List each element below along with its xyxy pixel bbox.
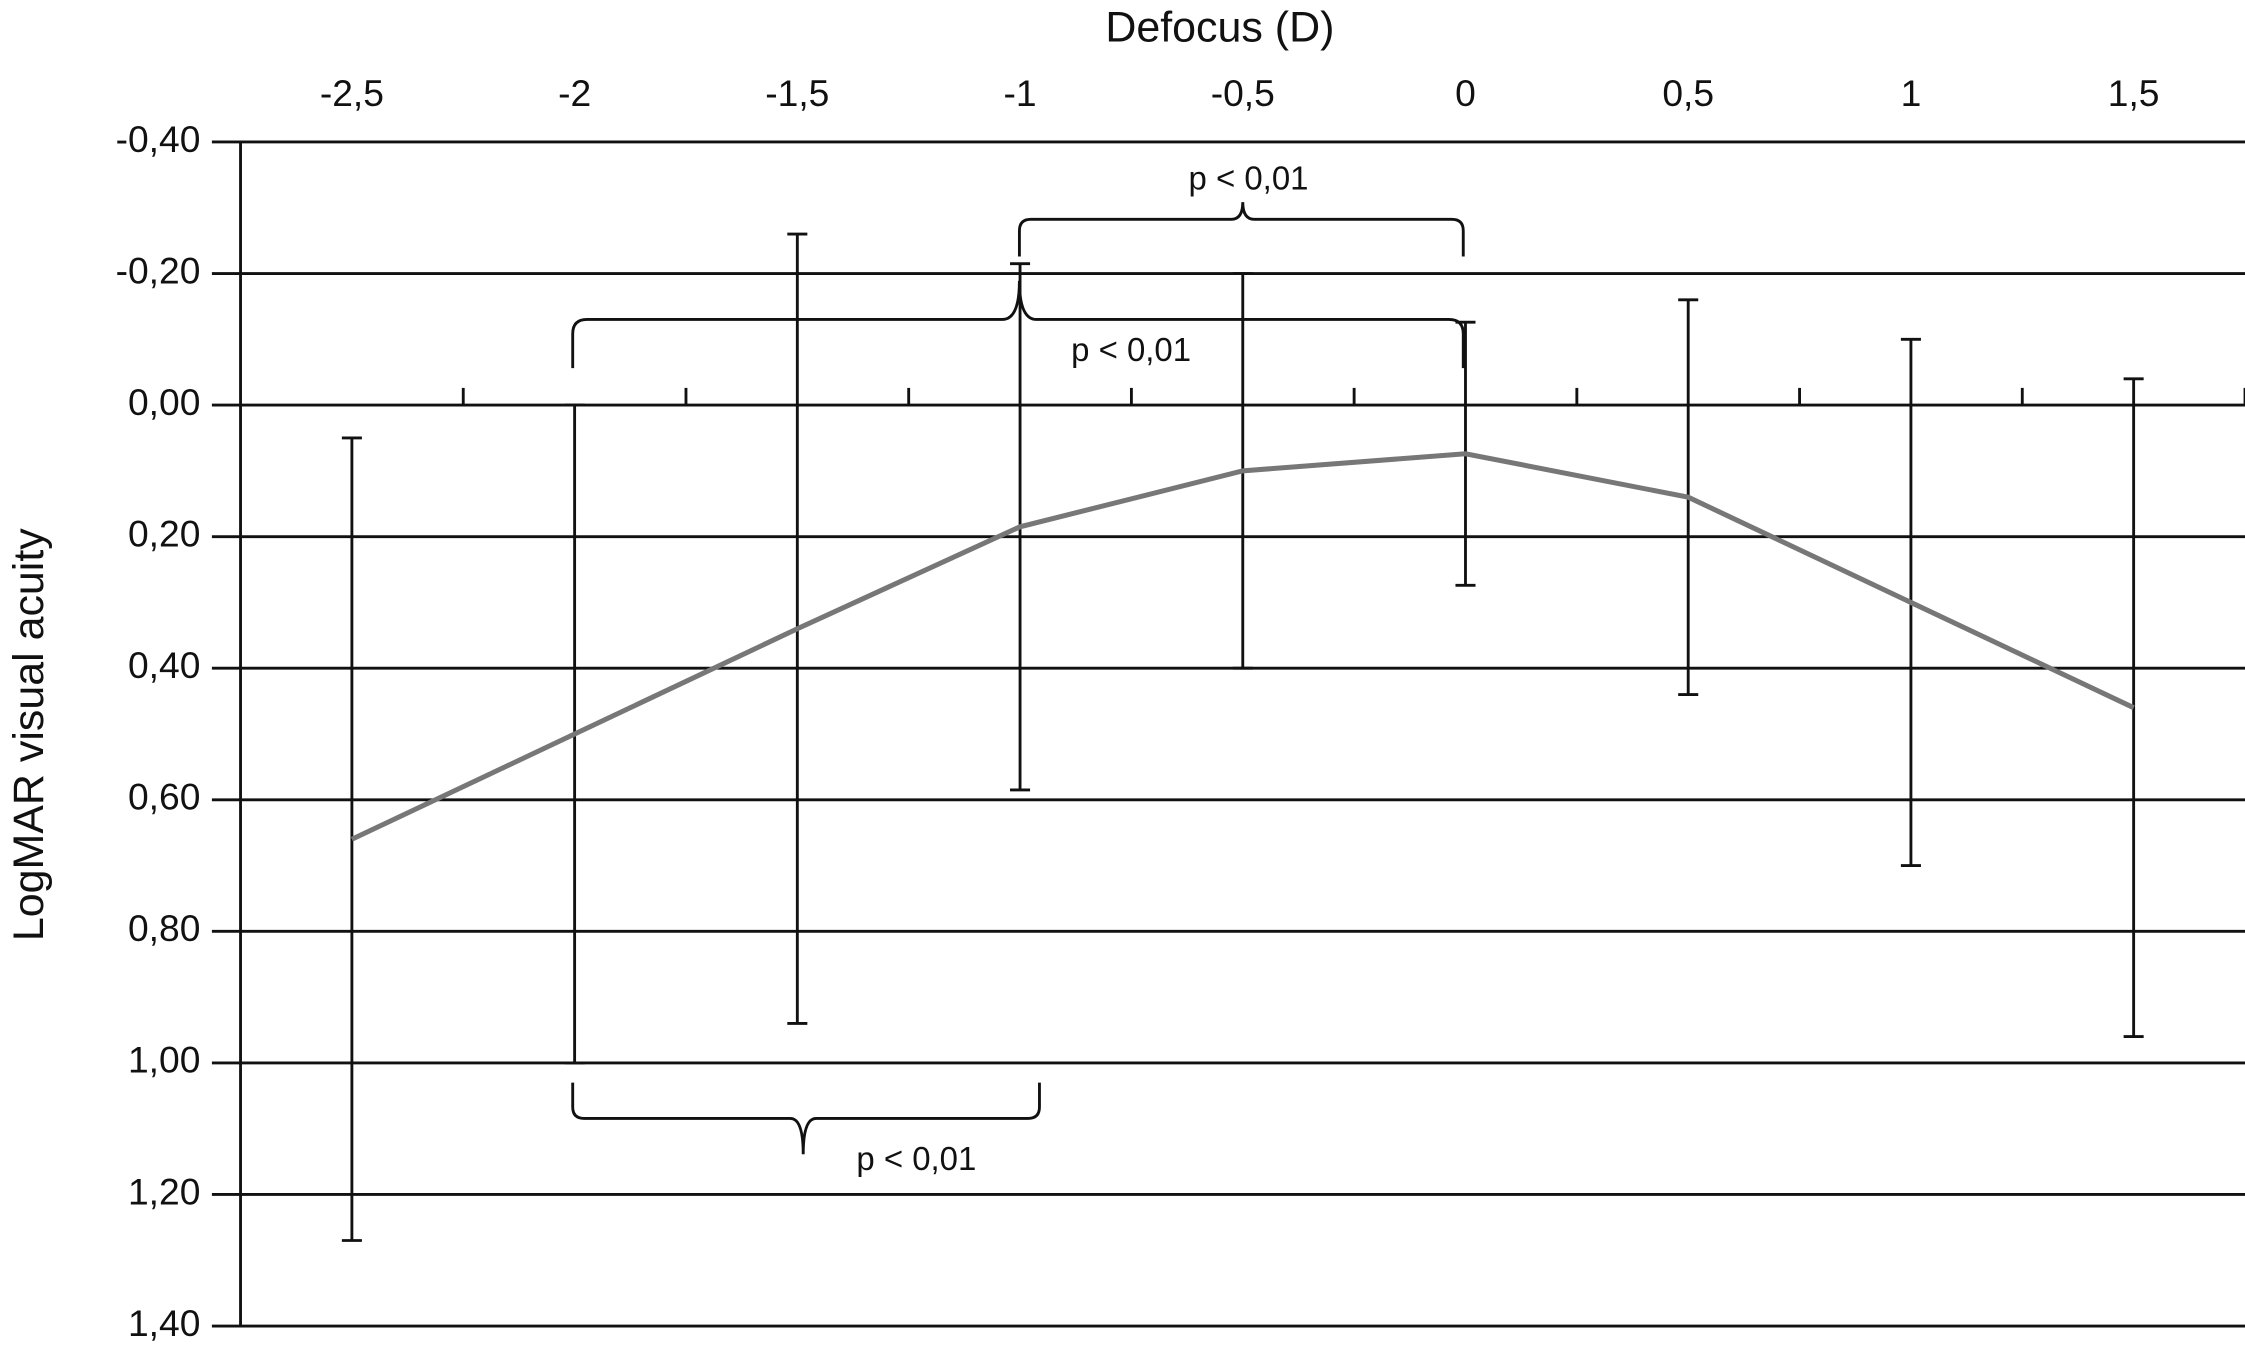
y-axis-label: LogMAR visual acuity [5, 528, 53, 941]
x-tick-label: -0,5 [1211, 72, 1275, 114]
significance-brace [571, 1082, 1041, 1155]
x-tick-label: -1 [1004, 72, 1037, 114]
x-axis-label: Defocus (D) [1105, 4, 1334, 52]
x-tick-label: 1,5 [2108, 72, 2160, 114]
y-tick-label: -0,40 [116, 118, 201, 160]
y-tick-label: -0,20 [116, 249, 201, 291]
y-tick-label: 0,60 [128, 776, 200, 818]
x-tick-label: -2,5 [320, 72, 384, 114]
x-tick-label: 1 [1901, 72, 1922, 114]
y-tick-label: 0,80 [128, 907, 200, 949]
significance-brace [571, 280, 1465, 369]
line-series [350, 451, 2135, 842]
x-tick-label: -1,5 [765, 72, 829, 114]
y-tick-label: 0,20 [128, 512, 200, 554]
annotation: p < 0,01 [1071, 331, 1191, 368]
y-tick-label: 1,00 [128, 1039, 200, 1081]
y-tick-label: 0,00 [128, 381, 200, 423]
y-tick-label: 1,40 [128, 1302, 200, 1344]
x-tick-label: 0 [1455, 72, 1476, 114]
annotation: p < 0,01 [1189, 159, 1309, 196]
y-tick-label: 1,20 [128, 1170, 200, 1212]
x-tick-label: 0,5 [1662, 72, 1714, 114]
significance-brace [1017, 202, 1465, 257]
annotation: p < 0,01 [856, 1140, 976, 1177]
y-tick-label: 0,40 [128, 644, 200, 686]
x-tick-label: -2 [558, 72, 591, 114]
